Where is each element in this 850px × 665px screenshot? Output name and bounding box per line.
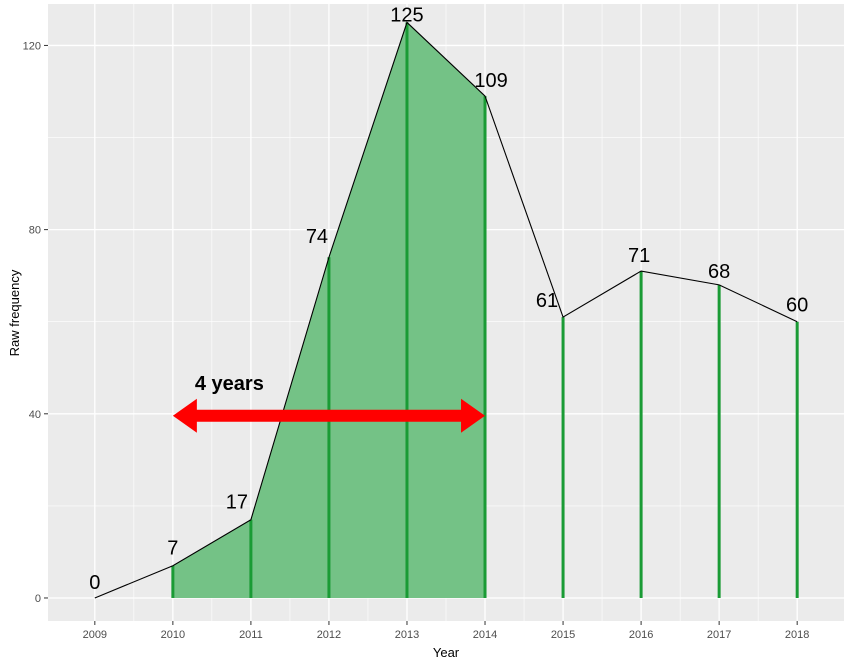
y-tick-label: 120 xyxy=(23,40,41,52)
series-polyline xyxy=(94,21,798,599)
y-tick-label: 0 xyxy=(35,593,41,605)
data-label-2012: 74 xyxy=(306,226,328,248)
x-tick-label: 2012 xyxy=(317,629,341,641)
data-label-2018: 60 xyxy=(786,295,808,317)
stem-lines xyxy=(171,22,799,598)
x-tick-label: 2013 xyxy=(395,629,419,641)
y-tick-label: 80 xyxy=(29,225,41,237)
x-tick-label: 2016 xyxy=(629,629,653,641)
x-tick-label: 2015 xyxy=(551,629,575,641)
x-tick-label: 2017 xyxy=(707,629,731,641)
data-label-2013: 125 xyxy=(390,4,423,26)
x-tick-label: 2010 xyxy=(161,629,185,641)
series-line xyxy=(94,21,798,599)
data-labels: 0 7 17 74 125 109 61 71 68 60 xyxy=(89,4,808,594)
data-label-2010: 7 xyxy=(167,538,178,560)
data-label-2015: 61 xyxy=(536,290,558,312)
data-label-2014: 109 xyxy=(474,70,507,92)
x-tick-label: 2014 xyxy=(473,629,497,641)
data-label-2016: 71 xyxy=(628,245,650,267)
data-label-2017: 68 xyxy=(708,261,730,283)
duration-annotation: 4 years xyxy=(172,373,486,433)
data-label-2011: 17 xyxy=(226,492,248,514)
double-arrow xyxy=(172,398,486,433)
x-tick-label: 2011 xyxy=(239,629,263,641)
y-axis-title: Raw frequency xyxy=(7,269,22,356)
x-tick-label: 2018 xyxy=(785,629,809,641)
y-tick-label: 40 xyxy=(29,409,41,421)
annotation-label: 4 years xyxy=(195,373,264,395)
x-axis: 2009 2010 2011 2012 2013 2014 2015 2016 2017 2018 xyxy=(83,621,809,641)
data-label-2009: 0 xyxy=(89,572,100,594)
x-axis-title: Year xyxy=(433,645,460,660)
x-tick-label: 2009 xyxy=(83,629,107,641)
y-axis: 0 40 80 120 xyxy=(23,40,48,605)
